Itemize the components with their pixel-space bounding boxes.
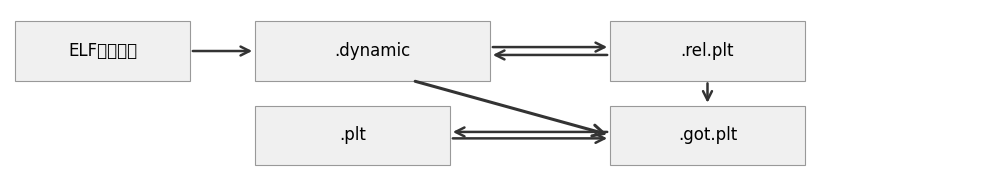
FancyBboxPatch shape bbox=[15, 21, 190, 81]
FancyBboxPatch shape bbox=[255, 106, 450, 165]
Text: ELF程序表头: ELF程序表头 bbox=[68, 42, 137, 60]
FancyBboxPatch shape bbox=[610, 106, 805, 165]
Text: .plt: .plt bbox=[339, 126, 366, 144]
FancyBboxPatch shape bbox=[610, 21, 805, 81]
Text: .dynamic: .dynamic bbox=[334, 42, 411, 60]
Text: .got.plt: .got.plt bbox=[678, 126, 737, 144]
Text: .rel.plt: .rel.plt bbox=[681, 42, 734, 60]
FancyBboxPatch shape bbox=[255, 21, 490, 81]
